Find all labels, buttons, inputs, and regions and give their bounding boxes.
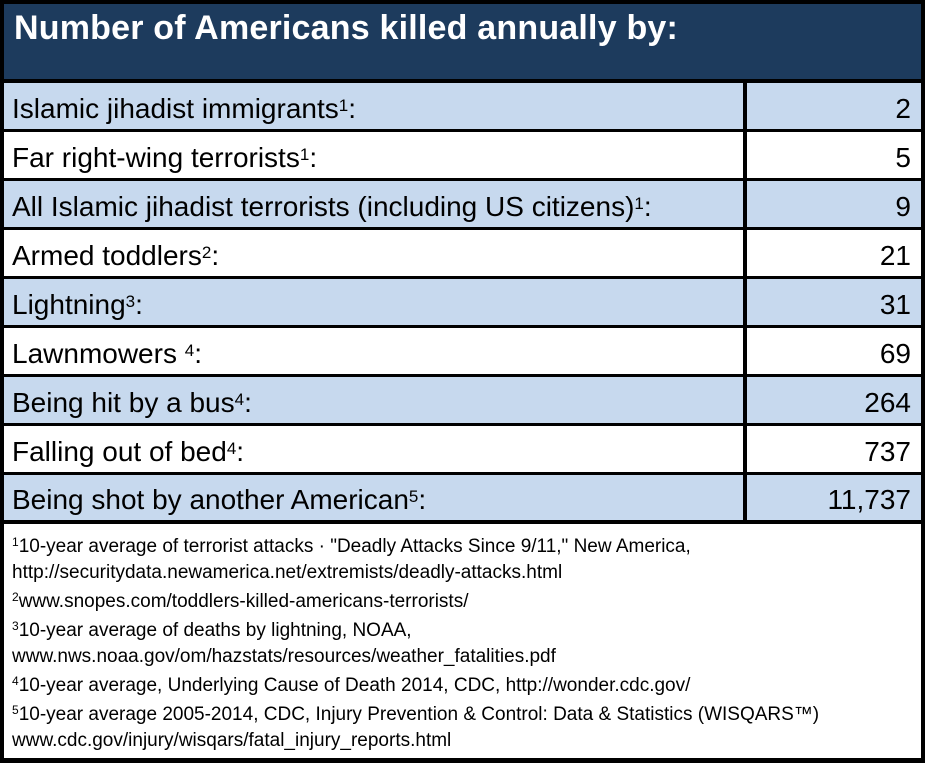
cause-label: All Islamic jihadist terrorists (includi… bbox=[4, 181, 747, 227]
footnote-marker: 5 bbox=[408, 487, 419, 506]
footnote-marker: 4 bbox=[234, 390, 245, 409]
table-row: Being shot by another American 5: 11,737 bbox=[4, 475, 921, 524]
death-count-value: 264 bbox=[864, 387, 911, 418]
death-count-value: 737 bbox=[864, 436, 911, 467]
death-count-value: 11,737 bbox=[827, 484, 911, 515]
cause-label: Lightning 3: bbox=[4, 279, 747, 325]
footnote-marker: 3 bbox=[125, 292, 136, 311]
death-count-value: 31 bbox=[879, 289, 911, 320]
footnote: 110-year average of terrorist attacks · … bbox=[12, 535, 691, 583]
footnote: 410-year average, Underlying Cause of De… bbox=[12, 674, 691, 696]
table-row: Lightning 3: 31 bbox=[4, 279, 921, 328]
table-row: All Islamic jihadist terrorists (includi… bbox=[4, 181, 921, 230]
table-row: Far right-wing terrorists 1: 5 bbox=[4, 132, 921, 181]
footnote-marker: 4 bbox=[12, 674, 19, 688]
table-row: Islamic jihadist immigrants 1: 2 bbox=[4, 83, 921, 132]
footnote: 510-year average 2005-2014, CDC, Injury … bbox=[12, 703, 820, 751]
table-row: Armed toddlers 2: 21 bbox=[4, 230, 921, 279]
cause-label: Falling out of bed 4: bbox=[4, 426, 747, 472]
death-count-value: 5 bbox=[895, 142, 911, 173]
table-row: Lawnmowers 4: 69 bbox=[4, 328, 921, 377]
footnote-marker: 2 bbox=[201, 243, 212, 262]
cause-label: Lawnmowers 4: bbox=[4, 328, 747, 374]
footnote-marker: 4 bbox=[226, 439, 237, 458]
footnote-marker: 4 bbox=[184, 341, 195, 360]
death-count-value: 69 bbox=[879, 338, 911, 369]
cause-label: Islamic jihadist immigrants 1: bbox=[4, 83, 747, 129]
footnote-marker: 2 bbox=[12, 590, 19, 604]
cause-label: Far right-wing terrorists 1: bbox=[4, 132, 747, 178]
footnote-marker: 5 bbox=[12, 703, 19, 717]
footnote: 2www.snopes.com/toddlers-killed-american… bbox=[12, 590, 469, 612]
footnote-marker: 1 bbox=[299, 145, 310, 164]
footnote-marker: 1 bbox=[338, 96, 349, 115]
footnote-marker: 1 bbox=[12, 535, 19, 549]
table-row: Falling out of bed 4: 737 bbox=[4, 426, 921, 475]
data-table: Islamic jihadist immigrants 1: 2 Far right-… bbox=[4, 83, 921, 524]
footnote: 310-year average of deaths by lightning,… bbox=[12, 619, 556, 667]
footnote-marker: 3 bbox=[12, 619, 19, 633]
death-count-value: 2 bbox=[895, 93, 911, 124]
cause-label: Being shot by another American 5: bbox=[4, 475, 747, 520]
cause-label: Being hit by a bus 4: bbox=[4, 377, 747, 423]
death-count-value: 21 bbox=[879, 240, 911, 271]
page-title: Number of Americans killed annually by: bbox=[4, 4, 921, 83]
cause-label: Armed toddlers 2: bbox=[4, 230, 747, 276]
death-count-value: 9 bbox=[895, 191, 911, 222]
footnote-marker: 1 bbox=[634, 194, 644, 213]
table-row: Being hit by a bus 4: 264 bbox=[4, 377, 921, 426]
footnotes-section: 110-year average of terrorist attacks · … bbox=[4, 524, 921, 754]
